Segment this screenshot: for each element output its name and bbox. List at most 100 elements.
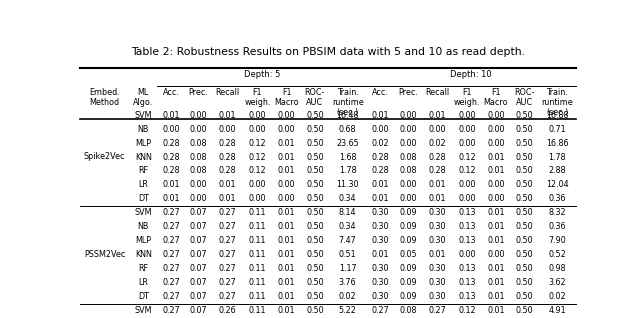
Text: 0.50: 0.50 xyxy=(306,306,324,315)
Text: 0.50: 0.50 xyxy=(516,180,533,190)
Text: 0.50: 0.50 xyxy=(306,292,324,301)
Text: 5.22: 5.22 xyxy=(339,306,356,315)
Text: 0.00: 0.00 xyxy=(278,111,295,120)
Text: 0.00: 0.00 xyxy=(249,194,266,204)
Text: RF: RF xyxy=(138,264,148,273)
Text: 0.09: 0.09 xyxy=(399,264,417,273)
Text: 0.68: 0.68 xyxy=(339,125,356,134)
Text: 0.01: 0.01 xyxy=(372,180,389,190)
Text: 0.27: 0.27 xyxy=(162,236,180,245)
Text: SVM: SVM xyxy=(134,306,152,315)
Text: 0.00: 0.00 xyxy=(487,125,505,134)
Text: 0.50: 0.50 xyxy=(306,166,324,176)
Text: 0.50: 0.50 xyxy=(516,250,533,259)
Text: 0.27: 0.27 xyxy=(162,264,180,273)
Text: NB: NB xyxy=(138,125,149,134)
Text: 0.28: 0.28 xyxy=(428,153,446,162)
Text: Table 2: Robustness Results on PBSIM data with 5 and 10 as read depth.: Table 2: Robustness Results on PBSIM dat… xyxy=(131,47,525,57)
Text: 0.50: 0.50 xyxy=(306,153,324,162)
Text: 0.00: 0.00 xyxy=(487,139,505,148)
Text: 0.13: 0.13 xyxy=(458,222,476,231)
Text: 0.36: 0.36 xyxy=(548,194,566,204)
Text: 0.09: 0.09 xyxy=(399,292,417,301)
Text: 0.08: 0.08 xyxy=(190,139,207,148)
Text: 0.50: 0.50 xyxy=(306,139,324,148)
Text: NB: NB xyxy=(138,222,149,231)
Text: 0.50: 0.50 xyxy=(306,180,324,190)
Text: 0.13: 0.13 xyxy=(458,208,476,217)
Text: 0.00: 0.00 xyxy=(458,250,476,259)
Text: 0.00: 0.00 xyxy=(399,111,417,120)
Text: 0.30: 0.30 xyxy=(372,292,389,301)
Text: 0.01: 0.01 xyxy=(428,111,446,120)
Text: 0.01: 0.01 xyxy=(487,166,505,176)
Text: 0.08: 0.08 xyxy=(190,153,207,162)
Text: 0.00: 0.00 xyxy=(372,125,389,134)
Text: 0.01: 0.01 xyxy=(278,139,295,148)
Text: 16.88: 16.88 xyxy=(546,111,568,120)
Text: 0.01: 0.01 xyxy=(162,111,180,120)
Text: 0.50: 0.50 xyxy=(306,250,324,259)
Text: 0.02: 0.02 xyxy=(339,292,356,301)
Text: 0.50: 0.50 xyxy=(516,166,533,176)
Text: 0.27: 0.27 xyxy=(219,264,237,273)
Text: 0.01: 0.01 xyxy=(487,306,505,315)
Text: 0.00: 0.00 xyxy=(458,194,476,204)
Text: 0.12: 0.12 xyxy=(458,153,476,162)
Text: 0.01: 0.01 xyxy=(278,166,295,176)
Text: 0.27: 0.27 xyxy=(219,292,237,301)
Text: 0.50: 0.50 xyxy=(306,236,324,245)
Text: 7.90: 7.90 xyxy=(548,236,566,245)
Text: 0.00: 0.00 xyxy=(487,180,505,190)
Text: 2.88: 2.88 xyxy=(548,166,566,176)
Text: 0.12: 0.12 xyxy=(249,166,266,176)
Text: LR: LR xyxy=(138,180,148,190)
Text: 0.98: 0.98 xyxy=(548,264,566,273)
Text: 0.11: 0.11 xyxy=(249,264,266,273)
Text: 0.71: 0.71 xyxy=(548,125,566,134)
Text: 1.78: 1.78 xyxy=(339,166,356,176)
Text: 0.00: 0.00 xyxy=(399,180,417,190)
Text: F1
Macro: F1 Macro xyxy=(274,88,299,107)
Text: 0.11: 0.11 xyxy=(249,250,266,259)
Text: 16.48: 16.48 xyxy=(337,111,359,120)
Text: 0.28: 0.28 xyxy=(162,166,180,176)
Text: 0.00: 0.00 xyxy=(162,125,180,134)
Text: 0.50: 0.50 xyxy=(306,194,324,204)
Text: 0.34: 0.34 xyxy=(339,194,356,204)
Text: 0.36: 0.36 xyxy=(548,222,566,231)
Text: 0.01: 0.01 xyxy=(278,264,295,273)
Text: DT: DT xyxy=(138,292,148,301)
Text: 0.50: 0.50 xyxy=(516,292,533,301)
Text: 0.01: 0.01 xyxy=(278,222,295,231)
Text: Embed.
Method: Embed. Method xyxy=(90,88,120,107)
Text: 0.28: 0.28 xyxy=(428,166,446,176)
Text: 7.47: 7.47 xyxy=(339,236,356,245)
Text: DT: DT xyxy=(138,194,148,204)
Text: 0.27: 0.27 xyxy=(162,250,180,259)
Text: 0.27: 0.27 xyxy=(162,222,180,231)
Text: 0.01: 0.01 xyxy=(487,153,505,162)
Text: KNN: KNN xyxy=(135,250,152,259)
Text: 0.09: 0.09 xyxy=(399,236,417,245)
Text: 0.50: 0.50 xyxy=(516,264,533,273)
Text: ROC-
AUC: ROC- AUC xyxy=(305,88,325,107)
Text: 0.09: 0.09 xyxy=(399,222,417,231)
Text: 0.00: 0.00 xyxy=(487,250,505,259)
Text: Prec.: Prec. xyxy=(398,88,418,97)
Text: 0.30: 0.30 xyxy=(372,208,389,217)
Text: 0.30: 0.30 xyxy=(428,222,446,231)
Text: 1.17: 1.17 xyxy=(339,264,356,273)
Text: 0.00: 0.00 xyxy=(249,125,266,134)
Text: 0.01: 0.01 xyxy=(278,306,295,315)
Text: 0.00: 0.00 xyxy=(190,125,207,134)
Text: 0.00: 0.00 xyxy=(487,194,505,204)
Text: 0.00: 0.00 xyxy=(458,180,476,190)
Text: 0.01: 0.01 xyxy=(428,250,446,259)
Text: Recall: Recall xyxy=(216,88,240,97)
Text: 0.01: 0.01 xyxy=(278,208,295,217)
Text: 0.27: 0.27 xyxy=(219,278,237,287)
Text: 0.27: 0.27 xyxy=(428,306,446,315)
Text: 3.62: 3.62 xyxy=(548,278,566,287)
Text: 0.12: 0.12 xyxy=(249,139,266,148)
